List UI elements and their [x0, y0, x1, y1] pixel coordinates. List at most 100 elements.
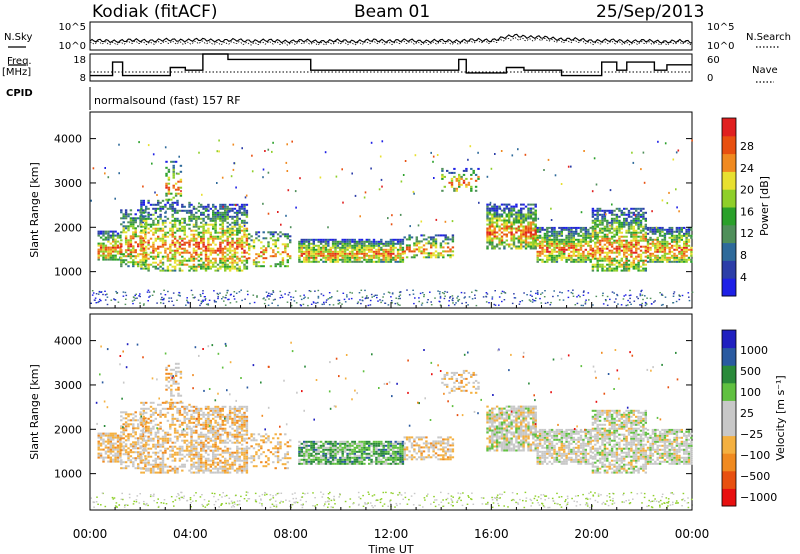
heat-cell [396, 248, 400, 251]
heat-cell [630, 233, 633, 236]
heat-cell [195, 265, 198, 268]
heat-cell [625, 249, 628, 252]
heat-cell [606, 235, 609, 238]
heat-cell [637, 227, 640, 230]
heat-cell [183, 455, 186, 458]
heat-cell [274, 263, 277, 266]
heat-speckle [474, 297, 476, 299]
heat-cell [202, 469, 205, 472]
heat-cell [124, 225, 128, 228]
heat-cell [608, 269, 611, 272]
heat-speckle [102, 293, 104, 296]
heat-cell [329, 258, 332, 261]
heat-cell [685, 254, 688, 257]
heat-cell [594, 257, 597, 260]
heat-cell [142, 411, 146, 414]
heat-cell [368, 254, 371, 257]
heat-cell [219, 211, 222, 214]
heat-cell [197, 253, 201, 256]
heat-cell [166, 259, 170, 262]
heat-cell [434, 256, 438, 259]
heat-cell [687, 258, 691, 261]
heat-cell [231, 267, 234, 270]
heat-cell [522, 221, 525, 224]
heat-cell [567, 228, 571, 231]
heat-cell [635, 265, 638, 268]
heat-speckle [147, 144, 150, 147]
heat-cell [317, 238, 320, 241]
heat-cell [305, 246, 308, 249]
heat-cell [190, 439, 193, 442]
heat-cell [394, 256, 397, 259]
heat-cell [368, 246, 371, 249]
heat-cell [159, 445, 162, 448]
heat-speckle [221, 298, 223, 300]
heat-cell [639, 213, 643, 216]
heat-cell [190, 429, 193, 432]
heat-cell [389, 256, 393, 259]
heat-cell [132, 447, 135, 450]
heat-cell [169, 247, 172, 250]
heat-cell [183, 219, 186, 222]
heat-cell [522, 233, 525, 236]
heat-cell [553, 226, 556, 229]
heat-speckle [387, 304, 390, 306]
heat-cell [147, 421, 150, 424]
heat-cell [107, 232, 110, 235]
heat-cell [470, 173, 473, 176]
heat-cell [336, 240, 340, 243]
heat-cell [387, 250, 390, 253]
heat-cell [195, 225, 198, 228]
date-title: 25/Sep/2013 [596, 2, 705, 22]
heat-cell [486, 237, 489, 240]
heat-cell [491, 205, 494, 208]
heat-cell [675, 230, 679, 233]
heat-cell [171, 417, 174, 420]
heat-cell [550, 238, 554, 241]
heat-cell [498, 215, 501, 218]
heat-speckle [268, 292, 270, 295]
heat-cell [97, 456, 100, 459]
heat-cell [529, 221, 533, 224]
heat-cell [661, 242, 664, 245]
heat-cell [512, 245, 516, 248]
heat-cell [370, 254, 373, 257]
heat-cell [120, 253, 123, 256]
heat-cell [558, 226, 561, 229]
heat-cell [420, 234, 423, 237]
heat-cell [668, 232, 671, 235]
heat-cell [141, 435, 145, 438]
heat-cell [577, 254, 580, 257]
heat-cell [606, 251, 609, 254]
heat-cell [550, 254, 554, 257]
heat-cell [627, 209, 631, 212]
heat-cell [137, 455, 140, 458]
heat-speckle [134, 297, 137, 300]
heat-cell [444, 250, 447, 253]
heat-cell [107, 446, 110, 449]
heat-cell [618, 241, 621, 244]
heat-cell [625, 217, 628, 220]
heat-cell [389, 250, 393, 253]
heat-cell [368, 256, 371, 259]
heat-cell [538, 242, 542, 245]
heat-cell [127, 249, 130, 252]
heat-cell [139, 221, 142, 224]
heat-cell [639, 231, 643, 234]
heat-cell [129, 433, 133, 436]
heat-cell [190, 421, 193, 424]
heat-cell [129, 423, 133, 426]
heat-cell [109, 242, 113, 245]
heat-cell [584, 234, 588, 237]
heat-speckle [90, 302, 92, 304]
heat-cell [202, 245, 205, 248]
heat-cell [591, 247, 595, 250]
heat-cell [644, 251, 648, 254]
heat-cell [515, 205, 518, 208]
heat-speckle [625, 304, 628, 307]
heat-cell [343, 252, 347, 255]
heat-speckle [628, 294, 631, 297]
heat-cell [170, 198, 173, 201]
heat-cell [157, 199, 160, 202]
heat-cell [500, 227, 504, 230]
